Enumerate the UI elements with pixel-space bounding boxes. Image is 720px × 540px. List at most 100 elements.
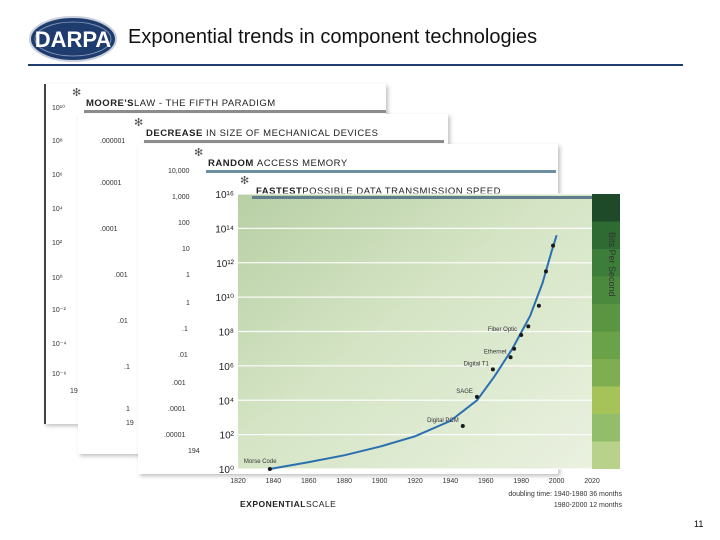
tick-label: 10¹⁰ (52, 105, 65, 112)
tick-label: .001 (172, 380, 186, 387)
strip-segment (592, 221, 620, 250)
y-tick-label: 10² (220, 431, 235, 442)
tick-label: 19 (70, 388, 78, 395)
x-tick-label: 1980 (513, 478, 529, 485)
data-point (490, 367, 495, 372)
strip-segment (592, 194, 620, 222)
star-icon: ✻ (240, 175, 250, 187)
chart-title: FASTESTPOSSIBLE DATA TRANSMISSION SPEED (256, 186, 501, 197)
data-transmission-card: ✻ FASTESTPOSSIBLE DATA TRANSMISSION SPEE… (192, 172, 630, 517)
tick-label: .000001 (100, 138, 126, 145)
annotation-label: Fiber Optic (488, 327, 517, 333)
tick-label: 10² (52, 240, 63, 247)
card-rule (144, 140, 444, 143)
strip-segment (592, 304, 620, 332)
x-tick-label: 2020 (584, 478, 600, 485)
tick-label: 10⁶ (52, 172, 63, 179)
card-rule (84, 110, 386, 113)
star-icon: ✻ (194, 147, 204, 159)
annotation-label: SAGE (456, 389, 473, 395)
y-axis-ticks: 10⁰ 10² 10⁴ 10⁶ 10⁸ 10¹⁰ 10¹² 10¹⁴ 10¹⁶ (215, 190, 234, 476)
data-point (551, 243, 556, 248)
x-tick-label: 1840 (266, 478, 282, 485)
x-tick-label: 1880 (336, 478, 352, 485)
title-divider (28, 64, 683, 66)
y-tick-label: 10¹⁶ (215, 190, 234, 201)
logo-text: DARPA (35, 27, 112, 52)
card-title-ram: RANDOM ACCESS MEMORY (208, 158, 348, 169)
y-tick-label: 10⁸ (219, 328, 234, 339)
tick-label: .0001 (100, 226, 118, 233)
star-icon: ✻ (134, 117, 144, 129)
tick-label: 10⁻² (52, 307, 66, 314)
strip-segment (592, 276, 620, 305)
tick-label: 10⁰ (52, 275, 63, 282)
tick-label: 19 (126, 420, 134, 427)
star-icon: ✻ (72, 87, 82, 99)
annotation-label: Digital PCM (427, 418, 459, 424)
y-axis-title: Bits Per Second (607, 232, 617, 297)
tick-label: .00001 (100, 180, 122, 187)
data-point (460, 424, 465, 429)
card-title-mechanical-devices: DECREASE IN SIZE OF MECHANICAL DEVICES (146, 128, 379, 139)
page-number: 11 (694, 519, 704, 529)
tick-label: 10⁻⁴ (52, 341, 67, 348)
y-tick-label: 10⁰ (219, 465, 234, 476)
x-tick-label: 1920 (407, 478, 423, 485)
tick-label: 1 (186, 272, 190, 279)
data-point (526, 324, 531, 329)
annotation-label: Digital T1 (464, 361, 490, 367)
x-tick-label: 1860 (301, 478, 317, 485)
y-tick-label: 10⁶ (219, 362, 234, 373)
y-tick-label: 10⁴ (219, 396, 234, 407)
tick-label: 10 (182, 246, 190, 253)
x-axis-ticks: 1820 1840 1860 1880 1900 1920 1940 1960 1980 2000… (230, 478, 600, 485)
tick-label: 1 (186, 300, 190, 307)
x-tick-label: 1820 (230, 478, 246, 485)
data-point (474, 394, 479, 399)
strip-segment (592, 441, 620, 469)
tick-label: 1,000 (172, 194, 190, 201)
strip-segment (592, 331, 620, 360)
tick-label: .001 (114, 272, 128, 279)
card-rule (206, 170, 556, 173)
data-point (512, 346, 517, 351)
x-tick-label: 1960 (478, 478, 494, 485)
strip-segment (592, 249, 620, 277)
darpa-logo: DARPA (29, 16, 117, 62)
tick-label: .0001 (168, 406, 186, 413)
data-point (519, 332, 524, 337)
tick-label: 194 (188, 448, 200, 455)
tick-label: 1 (126, 406, 130, 413)
data-point (543, 269, 548, 274)
tick-label: .01 (178, 352, 188, 359)
data-point (536, 303, 541, 308)
doubling-note-line2: 1980-2000 12 months (554, 502, 623, 509)
y-tick-label: 10¹⁴ (215, 224, 234, 235)
x-tick-label: 1900 (372, 478, 388, 485)
tick-label: 10,000 (168, 168, 190, 175)
annotation-label: Morse Code (244, 459, 277, 465)
tick-label: .00001 (164, 432, 186, 439)
data-point (508, 355, 513, 360)
y-tick-label: 10¹² (216, 259, 234, 270)
strip-segment (592, 414, 620, 442)
tick-label: 10⁸ (52, 138, 63, 145)
color-legend-strip (592, 194, 620, 469)
strip-segment (592, 359, 620, 387)
annotation-label: Ethernet (484, 349, 507, 355)
card-title-moores-law: MOORE'SLAW - THE FIFTH PARADIGM (86, 98, 276, 109)
y-tick-label: 10¹⁰ (216, 293, 234, 304)
x-tick-label: 2000 (549, 478, 565, 485)
transmission-chart: 10⁰ 10² 10⁴ 10⁶ 10⁸ 10¹⁰ 10¹² 10¹⁴ 10¹⁶ 1820 1840… (215, 190, 623, 509)
tick-label: .01 (118, 318, 128, 325)
grid-lines (238, 193, 592, 470)
tick-label: 100 (178, 220, 190, 227)
tick-label: 10⁻⁶ (52, 371, 67, 378)
tick-label: .1 (124, 364, 130, 371)
strip-segment (592, 386, 620, 415)
tick-label: 10⁴ (52, 206, 63, 213)
data-points (267, 243, 556, 471)
trend-curve (269, 235, 558, 470)
data-point (267, 467, 272, 471)
